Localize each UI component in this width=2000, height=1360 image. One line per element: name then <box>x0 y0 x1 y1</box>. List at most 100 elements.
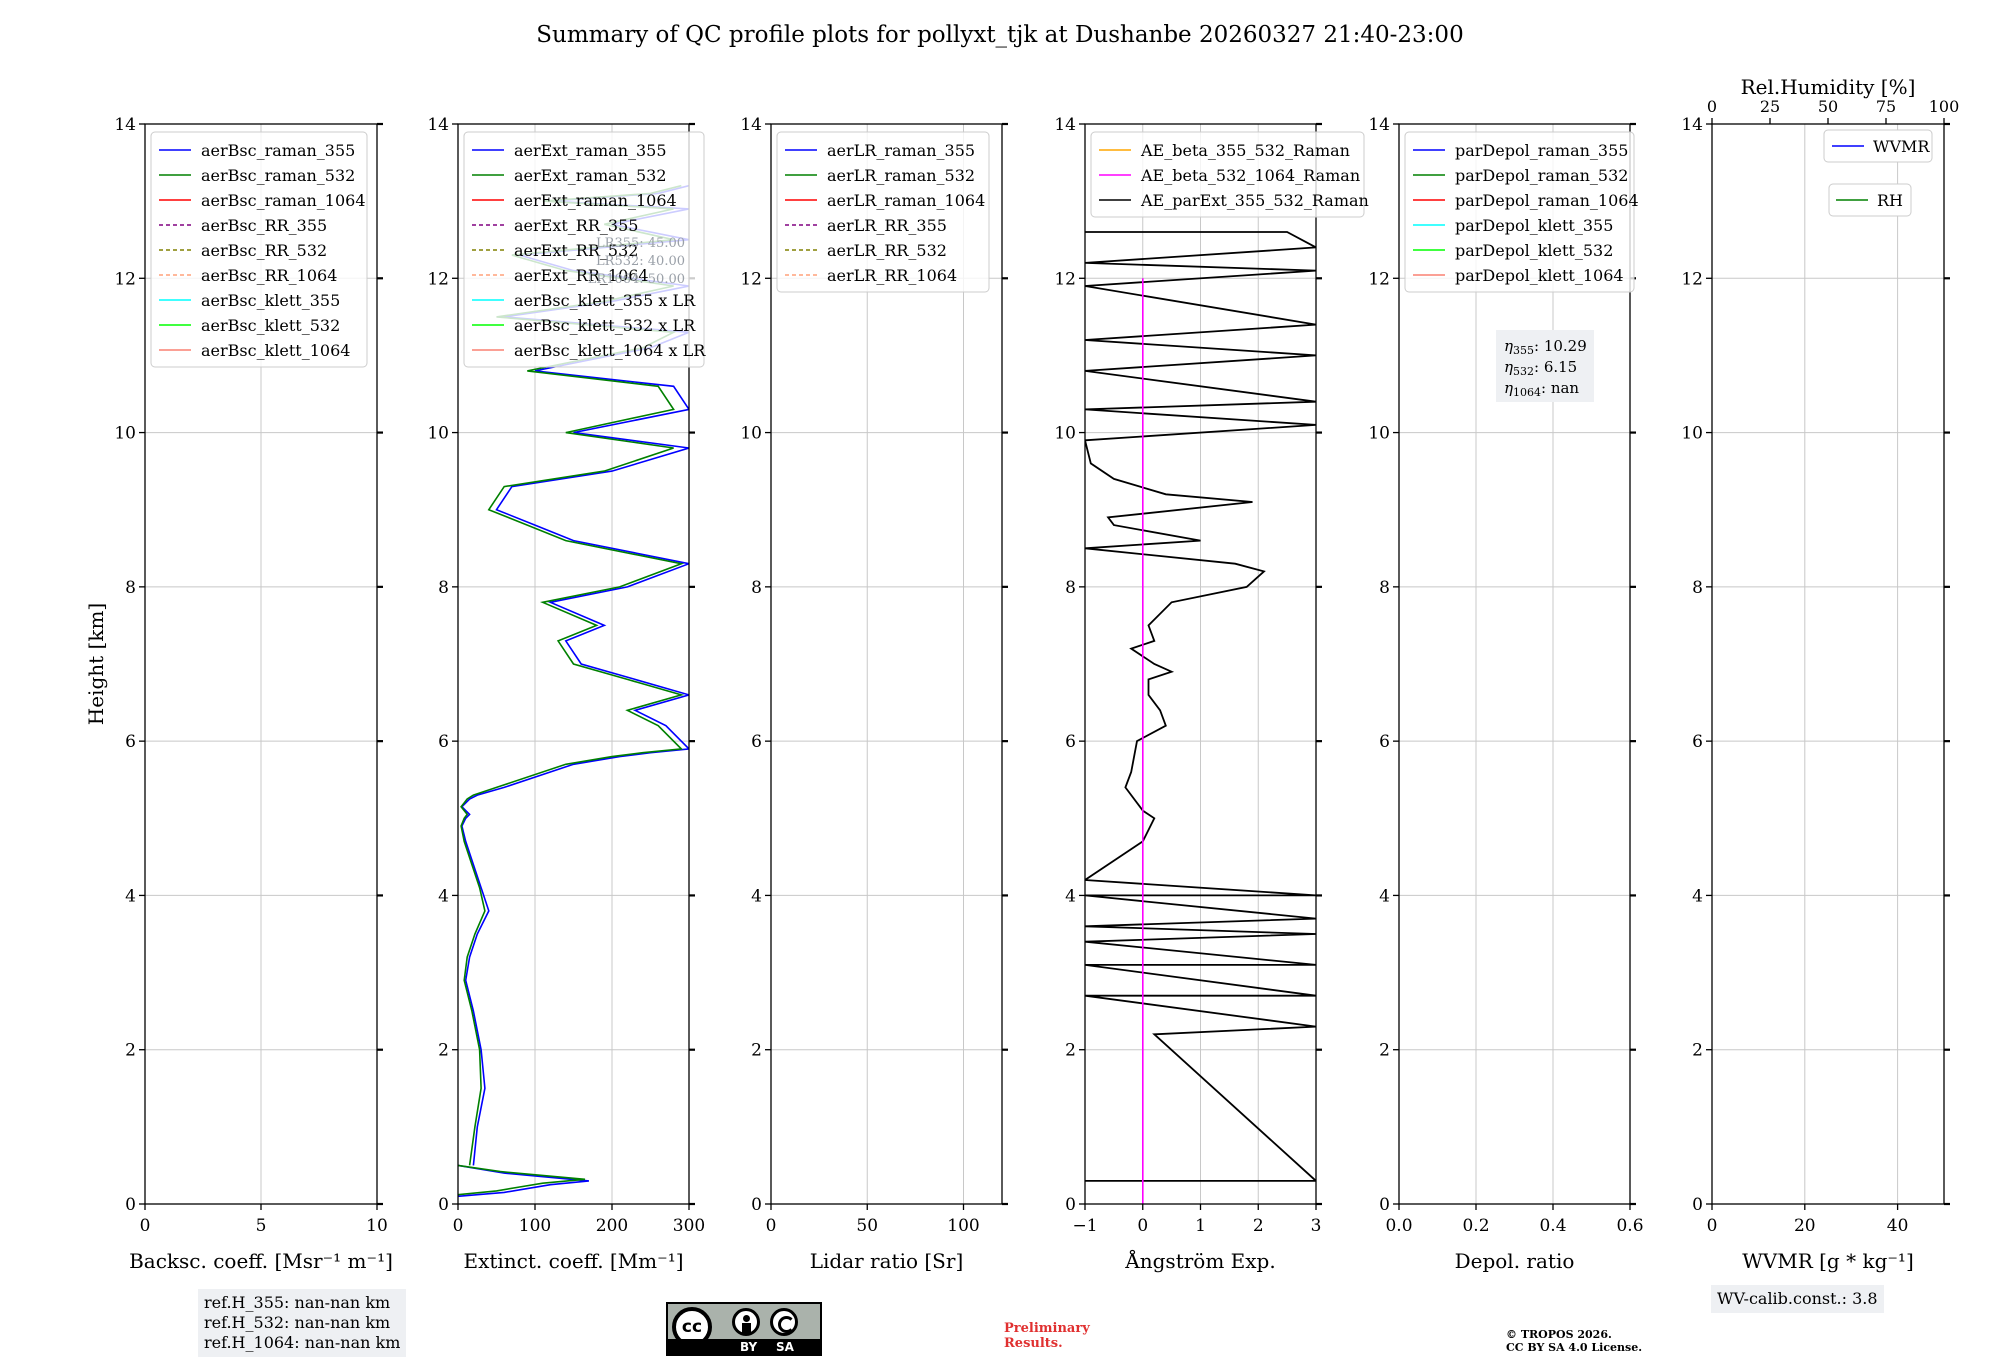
top-axis-label: Rel.Humidity [%] <box>1741 75 1916 99</box>
legend-entry: aerBsc_raman_532 <box>201 166 355 185</box>
ytick-label: 12 <box>1054 269 1076 289</box>
legend-entry: aerBsc_klett_355 x LR <box>514 291 696 310</box>
legend-entry: aerLR_raman_355 <box>827 141 975 160</box>
xtick-label: 5 <box>256 1216 267 1236</box>
xtick-label: 200 <box>596 1216 628 1236</box>
panel-5: 0 2 4 6 8 10 12 14 0.0 0.2 0.4 0.6 Depol. ratio parDe… <box>1368 115 1643 1273</box>
cc-license-logo: cc BY SA <box>666 1302 822 1356</box>
series-near_range_355 <box>458 1164 589 1198</box>
ytick-label: 0 <box>1065 1195 1076 1215</box>
xtick-label: 100 <box>947 1216 979 1236</box>
ytick-label: 8 <box>1379 578 1390 598</box>
legend-box <box>463 131 705 368</box>
ytick-label: 2 <box>1065 1041 1076 1061</box>
klett-lr-text: LR1064: 50.00 <box>588 272 685 287</box>
xaxis-label: Depol. ratio <box>1455 1249 1575 1273</box>
legend-box <box>150 131 368 368</box>
legend-entry: aerBsc_RR_1064 <box>201 266 337 285</box>
ytick-label: 8 <box>125 578 136 598</box>
legend-entry: aerLR_RR_1064 <box>827 266 957 285</box>
legend-box <box>776 131 990 293</box>
sa-icon <box>770 1308 798 1336</box>
ytick-label: 4 <box>1692 886 1703 906</box>
xaxis-label: Ångström Exp. <box>1124 1248 1275 1273</box>
xaxis-label: Extinct. coeff. [Mm⁻¹] <box>463 1249 683 1273</box>
legend-box <box>1090 131 1365 218</box>
klett-lr-text: LR532: 40.00 <box>596 254 685 269</box>
xtick-label: 2 <box>1253 1216 1264 1236</box>
xaxis-label: Backsc. coeff. [Msr⁻¹ m⁻¹] <box>129 1249 393 1273</box>
ytick-label: 4 <box>1065 886 1076 906</box>
legend-entry: aerBsc_raman_355 <box>201 141 355 160</box>
ytick-label: 2 <box>125 1041 136 1061</box>
legend-entry: aerBsc_RR_532 <box>201 241 327 260</box>
legend-entry: parDepol_raman_355 <box>1455 141 1628 160</box>
yaxis-label: Height [km] <box>84 603 108 725</box>
ytick-label: 4 <box>125 886 136 906</box>
xtick-label: 0 <box>1707 1216 1718 1236</box>
xtick-label: 0 <box>1137 1216 1148 1236</box>
ytick-label: 6 <box>125 732 136 752</box>
ref-height-box: ref.H_355: nan-nan km ref.H_532: nan-nan… <box>198 1289 407 1357</box>
xtick-label: 10 <box>366 1216 388 1236</box>
xtick-label: 20 <box>1794 1216 1816 1236</box>
preliminary-line-1: Preliminary <box>1004 1321 1090 1336</box>
eta-entry: η1064: nan <box>1504 379 1579 399</box>
legend-entry: parDepol_klett_532 <box>1455 241 1613 260</box>
wv-calib-text: WV-calib.const.: 3.8 <box>1717 1289 1878 1308</box>
top-xtick-label: 25 <box>1760 97 1780 116</box>
copyright-note: © TROPOS 2026. CC BY SA 4.0 License. <box>1506 1328 1642 1354</box>
xtick-label: 40 <box>1887 1216 1909 1236</box>
axes-frame <box>770 123 1003 1205</box>
ytick-label: 4 <box>438 886 449 906</box>
ytick-label: 10 <box>740 424 762 444</box>
ytick-label: 8 <box>1692 578 1703 598</box>
panel-1: 0 2 4 6 8 10 12 14 0 5 10 Backsc. coeff. [Msr⁻¹ m⁻¹… <box>114 115 393 1273</box>
ytick-label: 8 <box>438 578 449 598</box>
legend-entry: aerBsc_klett_532 x LR <box>514 316 696 335</box>
eta-entry: η355: 10.29 <box>1504 337 1587 357</box>
ytick-label: 0 <box>1379 1195 1390 1215</box>
top-xtick-label: 50 <box>1818 97 1838 116</box>
legend-entry: aerLR_raman_1064 <box>827 191 985 210</box>
xtick-label: 0.4 <box>1539 1216 1566 1236</box>
panel-2: 0 2 4 6 8 10 12 14 0 100 200 300 Extinct. coeff. [Mm… <box>427 115 706 1273</box>
ytick-label: 12 <box>114 269 136 289</box>
top-xtick-label: 75 <box>1876 97 1896 116</box>
ytick-label: 10 <box>427 424 449 444</box>
xtick-label: 3 <box>1311 1216 1322 1236</box>
eta-entry: η532: 6.15 <box>1504 358 1577 378</box>
ytick-label: 6 <box>438 732 449 752</box>
ytick-label: 12 <box>1368 269 1390 289</box>
preliminary-note: Preliminary Results. <box>1004 1321 1090 1351</box>
legend-box <box>1404 131 1635 293</box>
legend-entry: aerBsc_klett_1064 x LR <box>514 341 706 360</box>
ytick-label: 14 <box>427 115 449 135</box>
legend-entry: aerLR_raman_532 <box>827 166 975 185</box>
top-xtick-label: 100 <box>1929 97 1960 116</box>
wv-calib-box: WV-calib.const.: 3.8 <box>1711 1285 1884 1313</box>
ytick-label: 10 <box>1368 424 1390 444</box>
ytick-label: 2 <box>751 1041 762 1061</box>
ytick-label: 0 <box>438 1195 449 1215</box>
legend-entry: aerExt_RR_1064 <box>514 266 649 285</box>
xtick-label: 0.2 <box>1462 1216 1489 1236</box>
ytick-label: 8 <box>751 578 762 598</box>
legend-entry: aerExt_raman_1064 <box>514 191 677 210</box>
legend-entry: aerExt_RR_355 <box>514 216 638 235</box>
xtick-label: 0.0 <box>1385 1216 1412 1236</box>
ytick-label: 2 <box>438 1041 449 1061</box>
legend-entry: aerExt_raman_355 <box>514 141 667 160</box>
legend-entry: aerLR_RR_532 <box>827 241 947 260</box>
ytick-label: 8 <box>1065 578 1076 598</box>
legend-entry: aerBsc_klett_532 <box>201 316 340 335</box>
legend-entry-rh: RH <box>1877 191 1903 210</box>
ref-h-532: ref.H_532: nan-nan km <box>204 1313 391 1332</box>
legend-entry: aerBsc_RR_355 <box>201 216 327 235</box>
ytick-label: 2 <box>1379 1041 1390 1061</box>
legend-entry: parDepol_raman_1064 <box>1455 191 1639 210</box>
xaxis-label: WVMR [g * kg⁻¹] <box>1742 1249 1914 1273</box>
